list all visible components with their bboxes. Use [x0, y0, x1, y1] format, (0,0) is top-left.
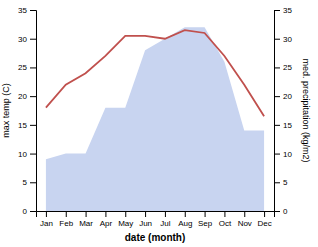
tick-mark [165, 211, 166, 217]
tick-mark [30, 182, 36, 183]
tick-mark [30, 67, 36, 68]
tick-label: Jun [139, 219, 152, 228]
axis-line [30, 11, 37, 212]
tick-label: Mar [79, 219, 93, 228]
tick-mark [274, 39, 280, 40]
tick-mark [185, 211, 186, 217]
tick: 15 [18, 121, 36, 130]
tick-label: Oct [219, 219, 232, 228]
tick-label: 10 [18, 150, 27, 159]
tick-mark [30, 154, 36, 155]
tick: 30 [18, 35, 36, 44]
tick: Oct [219, 211, 232, 228]
tick-mark [264, 211, 265, 217]
y-axis-title: max temp (C) [1, 83, 11, 138]
tick: Jun [139, 211, 152, 228]
tick: 10 [274, 150, 292, 159]
tick-mark [30, 39, 36, 40]
tick-mark [244, 211, 245, 217]
tick-mark [145, 211, 146, 217]
tick: Nov [238, 211, 252, 228]
tick-label: Aug [178, 219, 192, 228]
tick: Jul [160, 211, 170, 228]
marks [46, 27, 264, 211]
tick-label: 5 [23, 178, 28, 187]
tick-label: 0 [23, 207, 28, 216]
tick-mark [30, 10, 36, 11]
tick: Dec [257, 211, 271, 228]
tick-label: 20 [18, 92, 27, 101]
tick-label: 5 [283, 178, 288, 187]
tick: 5 [23, 178, 36, 187]
tick-label: 30 [283, 35, 292, 44]
tick: Aug [178, 211, 192, 228]
area [46, 27, 264, 211]
tick-mark [274, 211, 280, 212]
tick-mark [274, 125, 280, 126]
tick-label: Sep [198, 219, 213, 228]
tick: 30 [274, 35, 292, 44]
tick-mark [30, 125, 36, 126]
tick-label: 25 [18, 63, 27, 72]
tick: Sep [198, 211, 213, 228]
tick: Mar [79, 211, 93, 228]
y-axis: 0 5 10 15 20 25 30 35 [18, 6, 36, 216]
tick: 20 [274, 92, 292, 101]
tick: 25 [18, 63, 36, 72]
tick-mark [125, 211, 126, 217]
tick-label: Feb [59, 219, 73, 228]
tick-mark [105, 211, 106, 217]
tick: 35 [18, 6, 36, 15]
tick-label: 20 [283, 92, 292, 101]
tick-label: 15 [18, 121, 27, 130]
tick: Feb [59, 211, 73, 228]
tick-mark [274, 96, 280, 97]
x-axis-title: date (month) [125, 232, 186, 243]
tick-label: Jan [40, 219, 53, 228]
tick-label: 35 [18, 6, 27, 15]
tick: 20 [18, 92, 36, 101]
tick-mark [274, 154, 280, 155]
tick-mark [224, 211, 225, 217]
line [46, 30, 264, 116]
tick-mark [46, 211, 47, 217]
tick-mark [274, 182, 280, 183]
tick-label: 25 [283, 63, 292, 72]
tick-label: Apr [100, 219, 113, 228]
tick: Apr [100, 211, 113, 228]
tick-label: 30 [18, 35, 27, 44]
axis-line [37, 212, 275, 218]
tick: May [118, 211, 133, 228]
tick-mark [30, 96, 36, 97]
tick-label: May [118, 219, 133, 228]
tick-mark [86, 211, 87, 217]
tick: 5 [274, 178, 288, 187]
tick-label: Jul [160, 219, 170, 228]
tick: 35 [274, 6, 292, 15]
tick-label: 10 [283, 150, 292, 159]
tick-mark [205, 211, 206, 217]
tick-mark [274, 67, 280, 68]
plot: Jan Feb Mar Apr May Jun Jul Aug Sep Oct Nov Dec 0 5 10… [1, 6, 311, 243]
tick: 10 [18, 150, 36, 159]
tick: Jan [40, 211, 53, 228]
tick-mark [30, 211, 36, 212]
tick: 25 [274, 63, 292, 72]
tick: 15 [274, 121, 292, 130]
tick-label: Dec [257, 219, 271, 228]
tick: 0 [23, 207, 36, 216]
y2-axis-title: med. precipitation (kg/m2) [301, 58, 311, 162]
tick: 0 [274, 207, 288, 216]
tick-mark [274, 10, 280, 11]
tick-mark [66, 211, 67, 217]
tick-label: 15 [283, 121, 292, 130]
x-axis: Jan Feb Mar Apr May Jun Jul Aug Sep Oct Nov Dec [37, 211, 275, 228]
chart: Jan Feb Mar Apr May Jun Jul Aug Sep Oct Nov Dec 0 5 10… [0, 0, 318, 247]
axis-line [275, 11, 281, 212]
tick-label: 35 [283, 6, 292, 15]
tick-label: 0 [283, 207, 288, 216]
y2-axis: 0 5 10 15 20 25 30 35 [274, 6, 292, 216]
tick-label: Nov [238, 219, 252, 228]
